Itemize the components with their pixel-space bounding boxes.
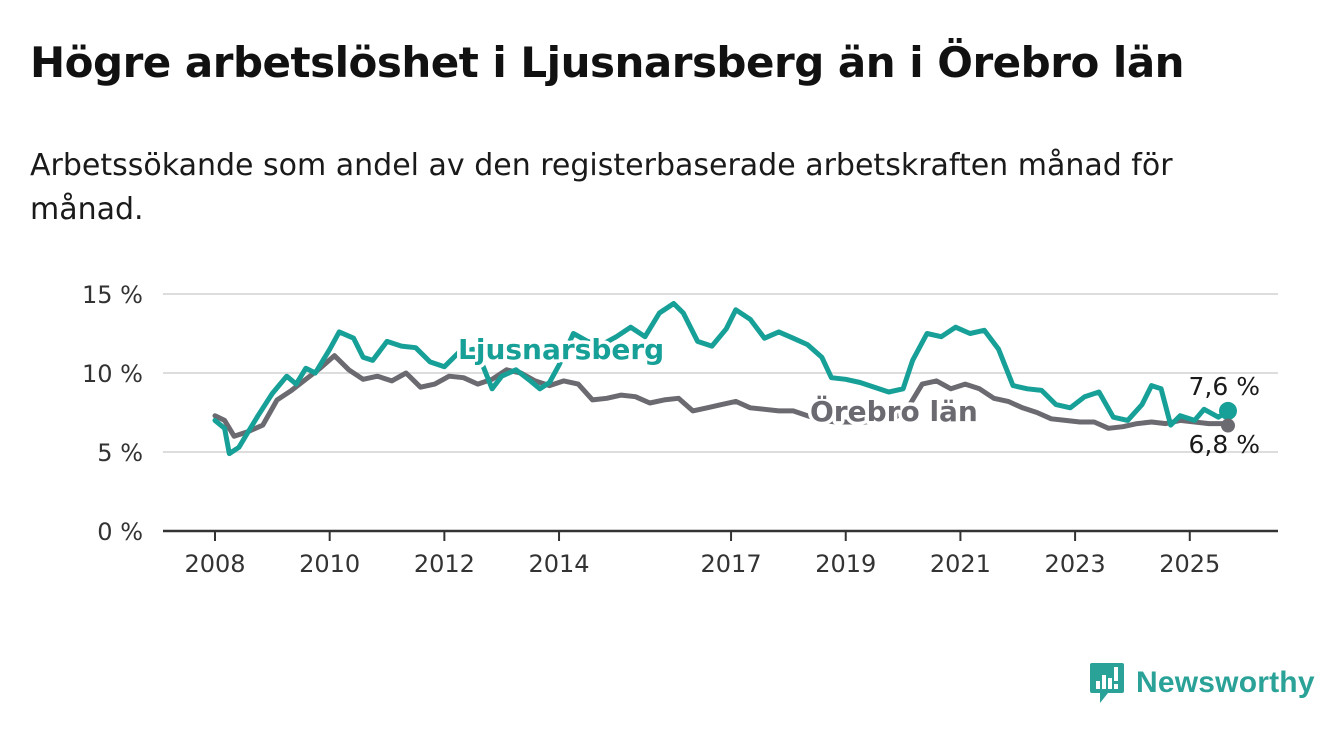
- y-tick-label: 0 %: [97, 518, 143, 546]
- x-tick-label: 2021: [930, 550, 991, 578]
- y-tick-label: 10 %: [82, 360, 143, 388]
- x-tick-label: 2008: [184, 550, 245, 578]
- newsworthy-logo-icon: [1090, 663, 1124, 703]
- end-marker-ljusnarsberg: [1219, 401, 1237, 420]
- series-layer: [212, 301, 1237, 457]
- series-label-ljusnarsberg: Ljusnarsberg: [458, 333, 664, 366]
- x-tick-label: 2025: [1159, 550, 1220, 578]
- y-tick-label: 15 %: [82, 281, 143, 309]
- end-value-label-ljusnarsberg: 7,6 %: [1189, 372, 1260, 401]
- newsworthy-logo: Newsworthy: [1088, 660, 1315, 706]
- series-label-orebro-lan: Örebro län: [810, 394, 978, 428]
- series-line-ljusnarsberg: [212, 301, 1231, 457]
- grid-layer: 0 % 5 % 10 % 15 % 2008 2010 2012 2014 2017 2019 20…: [82, 281, 1278, 578]
- end-value-label-orebro-lan: 6,8 %: [1189, 430, 1260, 459]
- x-tick-label: 2010: [299, 550, 360, 578]
- x-tick-label: 2014: [528, 550, 589, 578]
- x-tick-label: 2019: [815, 550, 876, 578]
- x-tick-label: 2017: [701, 550, 762, 578]
- x-tick-label: 2023: [1045, 550, 1106, 578]
- end-marker-orebro-lan: [1221, 418, 1235, 433]
- page-title: Högre arbetslöshet i Ljusnarsberg än i Ö…: [30, 38, 1185, 87]
- page-subtitle: Arbetssökande som andel av den registerb…: [30, 148, 1173, 227]
- x-tick-label: 2012: [414, 550, 475, 578]
- series-line-orebro-lan: [212, 353, 1231, 439]
- brand-name: Newsworthy: [1136, 666, 1315, 699]
- label-layer: 7,6 % 6,8 % Ljusnarsberg Örebro län: [455, 330, 1261, 460]
- y-tick-label: 5 %: [97, 439, 143, 467]
